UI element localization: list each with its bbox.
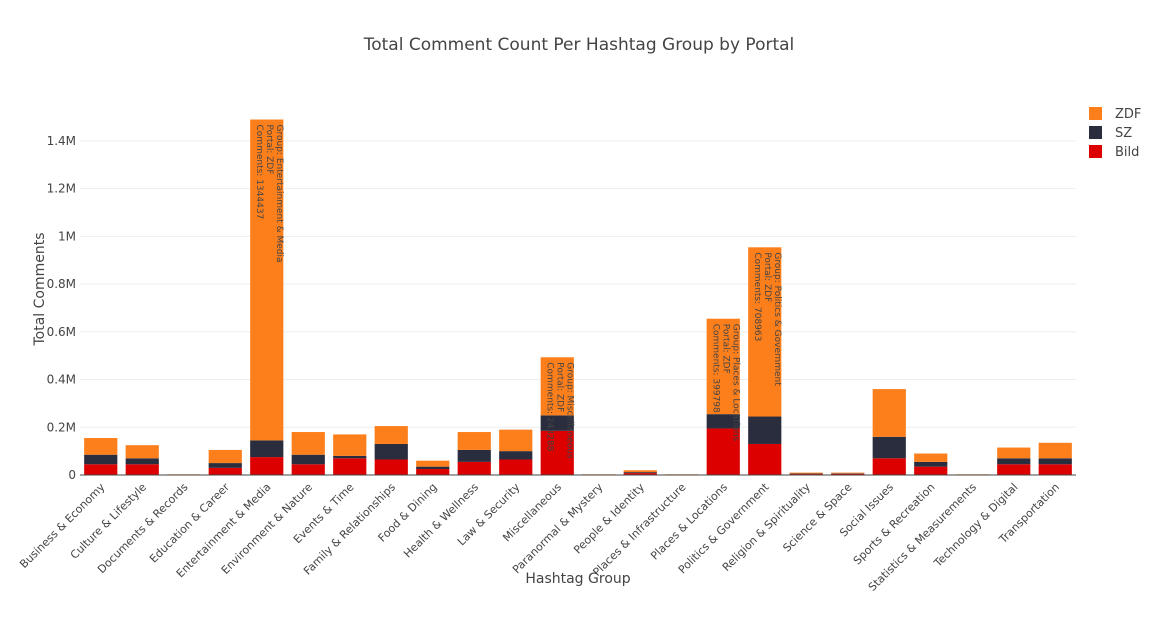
bar-segment	[84, 464, 117, 475]
bar-annotation: Group: Miscellaneous	[564, 362, 574, 459]
bar-segment	[914, 467, 947, 475]
y-tick-label: 0.6M	[47, 325, 76, 339]
bar-segment	[84, 455, 117, 465]
bar-annotation: Portal: ZDF	[264, 125, 274, 175]
y-tick-label: 0	[68, 468, 76, 482]
bar-segment	[292, 455, 325, 465]
bar-segment	[333, 458, 366, 475]
bar-segment	[375, 459, 408, 475]
y-tick-label: 1M	[58, 229, 76, 243]
x-tick-label: Culture & Lifestyle	[68, 480, 149, 561]
bar-annotation: Comments: 1344437	[254, 125, 264, 220]
bar-segment	[997, 464, 1030, 475]
bar-segment	[914, 462, 947, 467]
bar-segment	[250, 457, 283, 475]
bar-segment	[997, 458, 1030, 464]
bar-segment	[458, 462, 491, 475]
bar-segment	[1039, 464, 1072, 475]
bar-segment	[914, 454, 947, 462]
bar-segment	[209, 463, 242, 468]
bar-segment	[1039, 443, 1072, 459]
bar-segment	[499, 459, 532, 475]
bar-segment	[1039, 458, 1072, 464]
bar-segment	[624, 470, 657, 472]
bar-annotation: Group: Places & Locations	[730, 324, 740, 442]
legend-label: Bild	[1115, 145, 1139, 160]
bar-segment	[790, 473, 823, 474]
legend-label: ZDF	[1115, 107, 1141, 122]
bar-annotation: Portal: ZDF	[720, 324, 730, 374]
legend-swatch	[1089, 107, 1102, 120]
bar-segment	[250, 440, 283, 457]
bar-segment	[292, 464, 325, 475]
x-tick-label: People & Identity	[571, 480, 647, 556]
legend-label: SZ	[1115, 126, 1132, 141]
bar-segment	[624, 472, 657, 473]
bar-segment	[873, 389, 906, 437]
bar-annotation: Comments: 243288	[544, 362, 554, 451]
bar-segment	[375, 444, 408, 460]
bar-segment	[416, 461, 449, 467]
bar-annotation: Group: Politics & Government	[772, 252, 782, 386]
bar-segment	[458, 432, 491, 450]
y-tick-label: 0.4M	[47, 373, 76, 387]
bar-segment	[333, 456, 366, 458]
grid-layer	[80, 141, 1076, 427]
bar-annotation: Comments: 708963	[752, 252, 762, 341]
bar-segment	[873, 437, 906, 458]
y-axis-title: Total Comments	[32, 232, 48, 346]
bar-segment	[748, 444, 781, 475]
bar-segment	[209, 468, 242, 475]
bar-segment	[292, 432, 325, 455]
bar-segment	[458, 450, 491, 462]
bar-segment	[873, 458, 906, 475]
bar-annotation: Comments: 399798	[710, 324, 720, 413]
bar-segment	[84, 438, 117, 455]
bar-annotation: Group: Entertainment & Media	[274, 125, 284, 263]
x-tick-label: Education & Career	[147, 480, 232, 565]
bar-segment	[499, 430, 532, 451]
bar-segment	[209, 450, 242, 463]
bar-annotation: Portal: ZDF	[554, 362, 564, 412]
bar-segment	[333, 434, 366, 455]
bar-segment	[126, 445, 159, 458]
bar-segment	[499, 451, 532, 459]
x-tick-label: Sports & Recreation	[851, 481, 938, 568]
legend-swatch	[1089, 145, 1102, 158]
bar-annotation: Portal: ZDF	[762, 252, 772, 302]
bar-segment	[416, 469, 449, 475]
y-tick-label: 1.4M	[47, 134, 76, 148]
bar-segment	[126, 464, 159, 475]
y-tick-label: 1.2M	[47, 182, 76, 196]
bar-segment	[416, 467, 449, 469]
legend-swatch	[1089, 126, 1102, 139]
bar-segment	[375, 426, 408, 444]
x-tick-label: Places & Locations	[648, 480, 730, 562]
bar-segment	[748, 417, 781, 444]
bar-segment	[831, 473, 864, 474]
y-tick-label: 0.8M	[47, 277, 76, 291]
bar-segment	[126, 458, 159, 464]
y-tick-label: 0.2M	[47, 420, 76, 434]
bar-segment	[997, 448, 1030, 459]
x-axis-title: Hashtag Group	[525, 571, 630, 587]
legend: ZDF SZ Bild	[1089, 107, 1141, 160]
chart-title: Total Comment Count Per Hashtag Group by…	[363, 35, 795, 55]
x-tick-label: Health & Wellness	[401, 480, 481, 560]
